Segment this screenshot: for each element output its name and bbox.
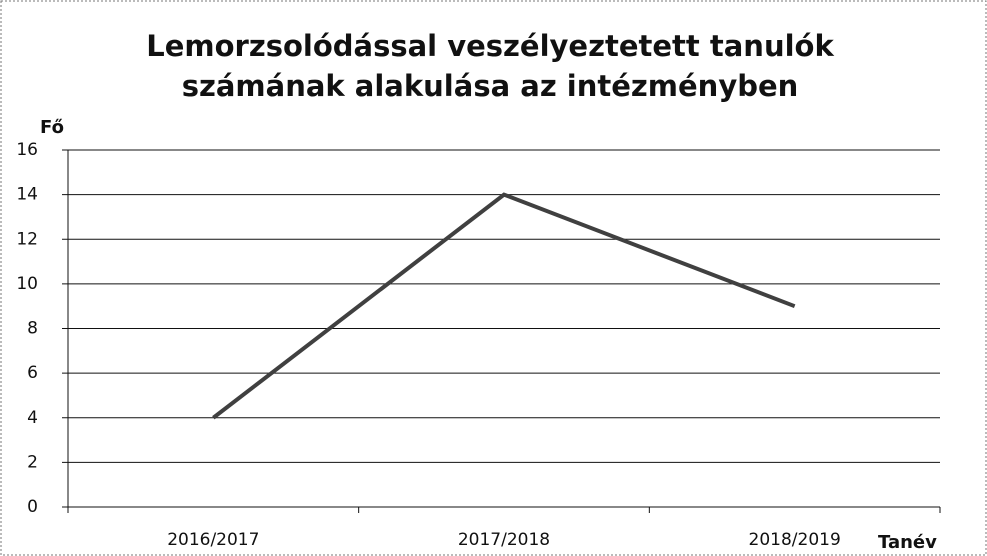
- data-line: [212, 192, 796, 420]
- x-tick-label: 2018/2019: [749, 530, 841, 550]
- y-tick-label: 12: [16, 229, 38, 249]
- y-tick-label: 8: [27, 319, 38, 339]
- y-tick-label: 2: [27, 452, 38, 472]
- x-tick-label: 2017/2018: [458, 530, 550, 550]
- x-tick-label: 2016/2017: [167, 530, 259, 550]
- y-axis-title: Fő: [40, 117, 64, 138]
- y-tick-label: 16: [16, 140, 38, 160]
- x-axis-title: Tanév: [878, 532, 937, 553]
- y-tick-label: 0: [27, 497, 38, 517]
- y-tick-label: 4: [27, 408, 38, 428]
- y-tick-label: 14: [16, 185, 38, 205]
- chart-title: számának alakulása az intézményben: [182, 69, 799, 103]
- y-tick-label: 10: [16, 274, 38, 294]
- y-tick-label: 6: [27, 363, 38, 383]
- chart-title: Lemorzsolódással veszélyeztetett tanulók: [146, 29, 834, 63]
